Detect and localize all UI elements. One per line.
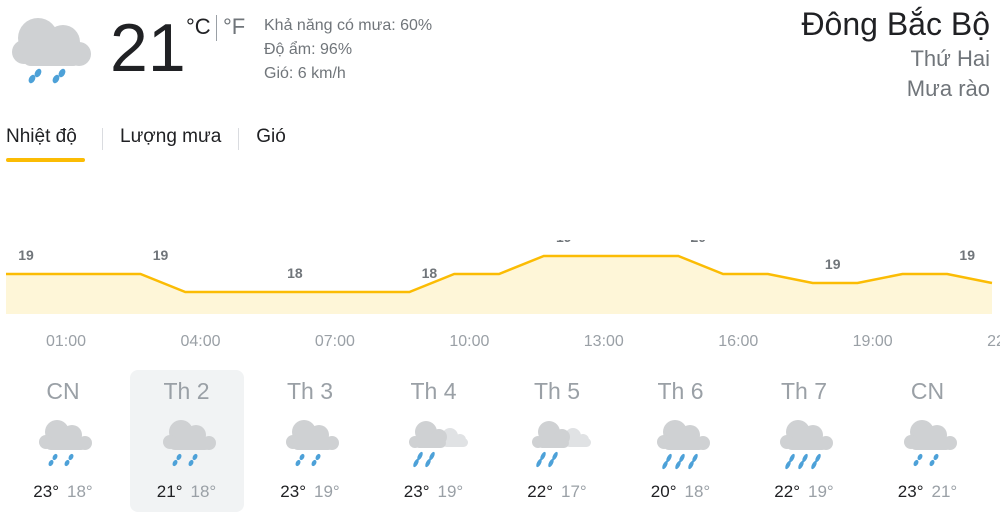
- temperature-data-label: 19: [153, 247, 169, 263]
- time-tick-label: 01:00: [45, 333, 87, 350]
- humidity: Độ ẩm: 96%: [264, 41, 353, 58]
- tab-divider: [102, 128, 103, 150]
- day-name: Th 2: [163, 378, 210, 404]
- day-low-temp: 19°: [808, 482, 834, 501]
- day-name: Th 4: [410, 378, 457, 404]
- day-high-temp: 22°: [527, 482, 553, 501]
- time-tick-label: 07:00: [314, 333, 355, 350]
- day-card-4[interactable]: Th 5 22° 17°: [500, 370, 614, 512]
- rain-clouds-icon: [408, 421, 468, 468]
- day-temperatures: 23° 19°: [377, 482, 491, 502]
- day-temperatures: 22° 19°: [747, 482, 861, 502]
- unit-fahrenheit-toggle[interactable]: °F: [223, 14, 246, 39]
- rain-cloud-icon: [286, 420, 339, 467]
- day-card-7[interactable]: CN 23° 21°: [871, 370, 985, 512]
- day-low-temp: 18°: [684, 482, 711, 501]
- day-temperatures: 22° 17°: [500, 482, 614, 502]
- day-card-5[interactable]: Th 6 20° 18°: [624, 370, 738, 512]
- heavy-rain-cloud-icon: [656, 420, 710, 470]
- day-low-temp: 19°: [314, 482, 340, 501]
- temperature-line: [6, 254, 993, 294]
- temperature-data-label: 19: [825, 256, 841, 272]
- temperature-data-label: 18: [287, 265, 303, 281]
- current-day: Thứ Hai: [910, 46, 990, 71]
- day-name: CN: [910, 378, 945, 404]
- day-card-6[interactable]: Th 7 22° 19°: [747, 370, 861, 512]
- day-high-temp: 20°: [650, 482, 677, 501]
- rain-cloud-icon: [903, 420, 957, 467]
- day-low-temp: 18°: [67, 482, 93, 501]
- tab-wind[interactable]: Gió: [256, 126, 286, 147]
- current-temperature: 21: [110, 10, 186, 86]
- day-name: Th 7: [780, 378, 828, 404]
- rain-cloud-icon: [12, 18, 91, 84]
- unit-separator: [216, 15, 217, 41]
- location-block: Đông Bắc Bộ Thứ Hai Mưa rào: [801, 4, 990, 104]
- day-high-temp: 23°: [280, 482, 306, 501]
- wind-speed: Gió: 6 km/h: [264, 65, 346, 82]
- rain-clouds-icon: [532, 421, 591, 468]
- day-temperatures: 20° 18°: [624, 482, 738, 502]
- time-tick-label: 13:00: [583, 333, 624, 350]
- time-tick-label: 10:00: [449, 333, 490, 350]
- temperature-data-label: 19: [556, 240, 572, 245]
- temperature-data-label: 19: [959, 247, 975, 263]
- day-high-temp: 23°: [403, 482, 430, 501]
- temperature-chart: 19 19 18 18 19 20 19 19: [6, 240, 993, 314]
- precipitation-chance: Khả năng có mưa: 60%: [264, 17, 433, 34]
- day-high-temp: 21°: [156, 482, 183, 501]
- day-high-temp: 23°: [33, 482, 59, 501]
- heavy-rain-cloud-icon: [780, 420, 833, 470]
- current-condition: Mưa rào: [906, 76, 990, 101]
- day-name: Th 3: [286, 378, 334, 404]
- day-low-temp: 21°: [931, 482, 958, 501]
- day-card-0[interactable]: CN 23° 18°: [6, 370, 120, 512]
- day-temperatures: 23° 18°: [6, 482, 120, 502]
- day-low-temp: 17°: [561, 482, 587, 501]
- location-name: Đông Bắc Bộ: [801, 6, 990, 42]
- temperature-area: [6, 256, 992, 314]
- day-card-3[interactable]: Th 4 23° 19°: [377, 370, 491, 512]
- day-high-temp: 22°: [774, 482, 800, 501]
- unit-celsius-toggle[interactable]: °C: [186, 14, 211, 39]
- temperature-data-label: 18: [422, 265, 438, 281]
- day-temperatures: 23° 21°: [871, 482, 985, 502]
- time-tick-label: 22:00: [987, 333, 1000, 350]
- day-card-2[interactable]: Th 3 23° 19°: [253, 370, 367, 512]
- day-card-1[interactable]: Th 2 21° 18°: [129, 370, 244, 512]
- rain-cloud-icon: [162, 420, 216, 467]
- tab-temperature[interactable]: Nhiệt độ: [6, 124, 85, 162]
- temperature-data-label: 19: [18, 247, 34, 263]
- day-name: CN: [46, 378, 80, 404]
- time-tick-label: 16:00: [718, 333, 759, 350]
- time-tick-label: 04:00: [180, 333, 221, 350]
- day-name: Th 6: [657, 378, 704, 404]
- day-name: Th 5: [533, 378, 581, 404]
- day-temperatures: 21° 18°: [130, 482, 244, 502]
- weather-details: Khả năng có mưa: 60% Độ ẩm: 96% Gió: 6 k…: [264, 14, 432, 86]
- day-temperatures: 23° 19°: [253, 482, 367, 502]
- forecast-tabs: Nhiệt độ Lượng mưa Gió: [6, 124, 286, 164]
- rain-cloud-icon: [39, 420, 92, 467]
- temperature-data-label: 20: [691, 240, 707, 245]
- day-low-temp: 19°: [437, 482, 464, 501]
- day-low-temp: 18°: [190, 482, 217, 501]
- tab-divider: [238, 128, 240, 150]
- tab-precipitation[interactable]: Lượng mưa: [120, 126, 222, 147]
- time-tick-label: 19:00: [852, 333, 893, 350]
- day-high-temp: 23°: [897, 482, 924, 501]
